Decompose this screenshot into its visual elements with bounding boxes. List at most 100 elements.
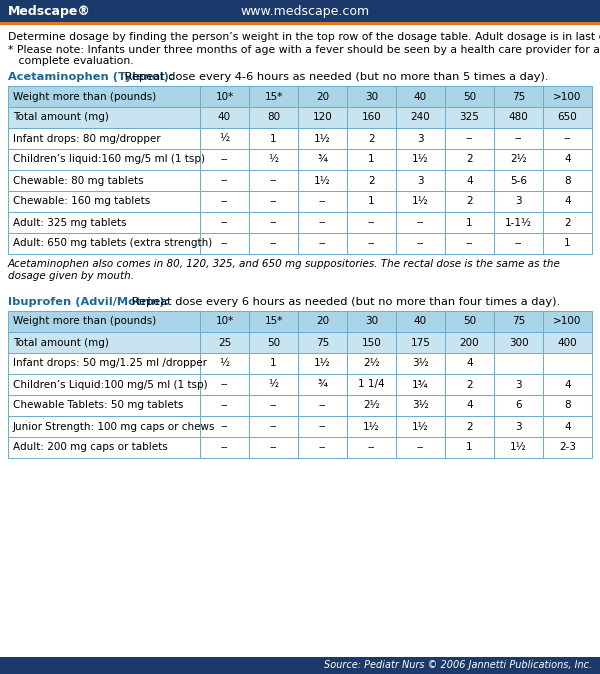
Bar [347,191,396,212]
Bar [494,311,543,332]
Text: 1: 1 [466,218,473,228]
Text: 240: 240 [410,113,430,123]
Bar [445,374,494,395]
Bar [347,437,396,458]
Text: 175: 175 [410,338,430,348]
Text: 50: 50 [267,338,280,348]
Text: --: -- [270,421,277,431]
Text: 2: 2 [466,379,473,390]
Text: Adult: 200 mg caps or tablets: Adult: 200 mg caps or tablets [13,443,168,452]
Bar [543,149,592,170]
Bar [200,170,249,191]
Text: --: -- [221,175,228,185]
Text: --: -- [368,218,375,228]
Text: 1½: 1½ [314,175,331,185]
Bar [347,86,396,107]
Text: www.medscape.com: www.medscape.com [240,5,369,18]
Bar [445,86,494,107]
Text: 3½: 3½ [412,359,429,369]
Bar [396,107,445,128]
Text: 1 1/4: 1 1/4 [358,379,385,390]
Bar [494,437,543,458]
Text: 1½: 1½ [314,359,331,369]
Bar [543,332,592,353]
Text: 1½: 1½ [314,133,331,144]
Text: 2½: 2½ [510,154,527,164]
Bar [347,332,396,353]
Bar [8,332,200,353]
Bar [396,86,445,107]
Bar [8,353,200,374]
Bar [445,353,494,374]
Text: 2: 2 [564,218,571,228]
Bar [543,86,592,107]
Text: Infant drops: 50 mg/1.25 ml /dropper: Infant drops: 50 mg/1.25 ml /dropper [13,359,207,369]
Bar [249,149,298,170]
Bar [200,395,249,416]
Bar [249,374,298,395]
Text: 20: 20 [316,317,329,326]
Text: --: -- [221,443,228,452]
Bar [8,128,200,149]
Text: --: -- [319,197,326,206]
Bar [396,416,445,437]
Bar [396,149,445,170]
Bar [494,212,543,233]
Bar [543,107,592,128]
Text: 160: 160 [362,113,382,123]
Text: --: -- [564,133,571,144]
Bar [494,416,543,437]
Text: >100: >100 [553,92,581,102]
Text: Adult: 650 mg tablets (extra strength): Adult: 650 mg tablets (extra strength) [13,239,212,249]
Text: 3: 3 [515,379,522,390]
Bar [8,437,200,458]
Bar [249,107,298,128]
Text: 80: 80 [267,113,280,123]
Bar [347,149,396,170]
Bar [543,212,592,233]
Text: 50: 50 [463,92,476,102]
Bar [396,212,445,233]
Text: * Please note: Infants under three months of age with a fever should be seen by : * Please note: Infants under three month… [8,45,600,55]
Text: --: -- [319,218,326,228]
Text: Chewable: 80 mg tablets: Chewable: 80 mg tablets [13,175,143,185]
Text: --: -- [319,421,326,431]
Bar [249,353,298,374]
Bar [347,395,396,416]
Text: Junior Strength: 100 mg caps or chews: Junior Strength: 100 mg caps or chews [13,421,215,431]
Text: 3: 3 [417,133,424,144]
Text: Total amount (mg): Total amount (mg) [13,113,109,123]
Bar [298,437,347,458]
Bar [445,149,494,170]
Bar [200,437,249,458]
Bar [396,437,445,458]
Text: 1½: 1½ [363,421,380,431]
Bar [445,212,494,233]
Text: 8: 8 [564,175,571,185]
Text: 4: 4 [466,175,473,185]
Bar [249,128,298,149]
Bar [8,374,200,395]
Bar [200,353,249,374]
Text: --: -- [221,379,228,390]
Text: 200: 200 [460,338,479,348]
Text: 4: 4 [466,359,473,369]
Text: Chewable: 160 mg tablets: Chewable: 160 mg tablets [13,197,150,206]
Text: --: -- [270,400,277,410]
Bar [494,149,543,170]
Text: 3: 3 [515,197,522,206]
Bar [8,107,200,128]
Text: Ibuprofen (Advil/Motrin):: Ibuprofen (Advil/Motrin): [8,297,169,307]
Text: Source: Pediatr Nurs © 2006 Jannetti Publications, Inc.: Source: Pediatr Nurs © 2006 Jannetti Pub… [324,660,592,670]
Text: --: -- [417,239,424,249]
Text: 40: 40 [414,92,427,102]
Bar [445,311,494,332]
Text: 3: 3 [515,421,522,431]
Bar [249,170,298,191]
Text: 4: 4 [564,379,571,390]
Bar [543,233,592,254]
Text: 1: 1 [270,359,277,369]
Text: 40: 40 [218,113,231,123]
Bar [543,395,592,416]
Bar [347,128,396,149]
